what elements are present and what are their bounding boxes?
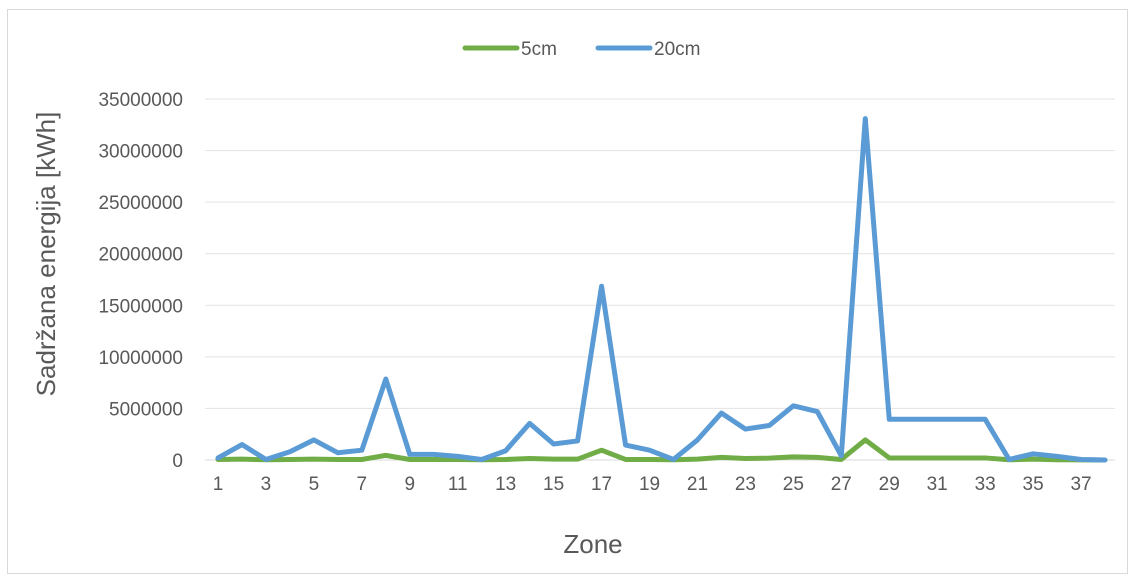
x-axis-title: Zone bbox=[563, 529, 622, 559]
x-tick-label: 31 bbox=[927, 474, 948, 495]
x-tick-label: 23 bbox=[735, 474, 756, 495]
x-tick-label: 19 bbox=[639, 474, 660, 495]
y-tick-label: 20000000 bbox=[98, 245, 183, 266]
y-tick-label: 15000000 bbox=[98, 296, 183, 317]
series-line-5cm bbox=[215, 437, 1108, 463]
x-axis-ticks: 1 3 5 7 9 11 13 15 17 19 21 23 25 27 29 31 33 35 37 bbox=[213, 474, 1092, 495]
y-axis-title: Sadržana energija [kWh] bbox=[31, 112, 61, 397]
y-tick-label: 25000000 bbox=[98, 193, 183, 214]
x-tick-label: 35 bbox=[1023, 474, 1044, 495]
y-axis-ticks: 0 5000000 10000000 15000000 20000000 25000000… bbox=[98, 90, 183, 472]
legend-label: 20cm bbox=[654, 39, 700, 60]
y-tick-label: 35000000 bbox=[98, 90, 183, 111]
x-tick-label: 9 bbox=[404, 474, 415, 495]
x-tick-label: 3 bbox=[261, 474, 272, 495]
x-tick-label: 29 bbox=[879, 474, 900, 495]
x-tick-label: 1 bbox=[213, 474, 224, 495]
series-lines bbox=[215, 116, 1108, 463]
gridlines bbox=[205, 98, 1115, 461]
x-tick-label: 13 bbox=[495, 474, 516, 495]
x-tick-label: 33 bbox=[975, 474, 996, 495]
y-tick-label: 0 bbox=[172, 451, 183, 472]
x-tick-label: 27 bbox=[831, 474, 852, 495]
chart-frame bbox=[7, 9, 1128, 574]
x-tick-label: 21 bbox=[687, 474, 708, 495]
x-tick-label: 7 bbox=[357, 474, 368, 495]
legend-label: 5cm bbox=[521, 39, 557, 60]
y-tick-label: 30000000 bbox=[98, 142, 183, 163]
x-tick-label: 11 bbox=[448, 474, 468, 495]
x-tick-label: 15 bbox=[543, 474, 564, 495]
series-line-20cm bbox=[215, 116, 1108, 463]
y-tick-label: 5000000 bbox=[109, 399, 183, 420]
y-tick-label: 10000000 bbox=[98, 348, 183, 369]
x-tick-label: 37 bbox=[1070, 474, 1091, 495]
x-tick-label: 17 bbox=[591, 474, 612, 495]
x-tick-label: 25 bbox=[783, 474, 804, 495]
legend: 5cm 20cm bbox=[462, 39, 700, 60]
x-tick-label: 5 bbox=[309, 474, 320, 495]
